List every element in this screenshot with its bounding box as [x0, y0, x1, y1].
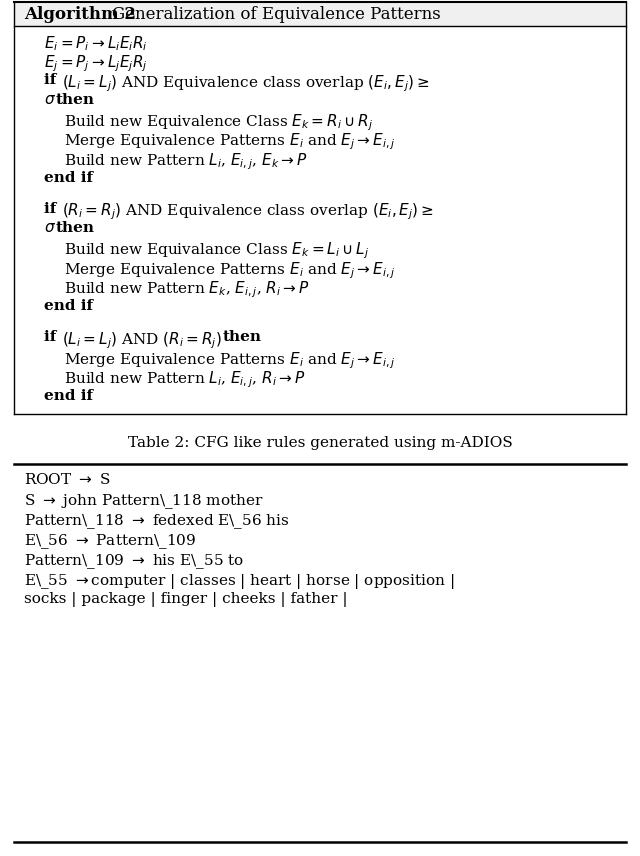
Text: end if: end if: [44, 389, 93, 403]
Text: if: if: [44, 73, 61, 87]
Text: $\sigma$: $\sigma$: [44, 92, 56, 106]
Text: Pattern\_109 $\rightarrow$ his E\_55 to: Pattern\_109 $\rightarrow$ his E\_55 to: [24, 552, 244, 571]
Text: E\_55 $\rightarrow$computer | classes | heart | horse | opposition |: E\_55 $\rightarrow$computer | classes | …: [24, 573, 454, 591]
Text: S $\rightarrow$ john Pattern\_118 mother: S $\rightarrow$ john Pattern\_118 mother: [24, 492, 264, 511]
Text: if: if: [44, 202, 61, 216]
Text: $(L_i = L_j)$ AND $(R_i = R_j)$: $(L_i = L_j)$ AND $(R_i = R_j)$: [61, 330, 223, 351]
Text: Algorithm 2: Algorithm 2: [24, 5, 136, 22]
Text: then: then: [56, 92, 95, 106]
Text: Merge Equivalence Patterns $E_i$ and $E_j \rightarrow E_{i,j}$: Merge Equivalence Patterns $E_i$ and $E_…: [64, 132, 396, 152]
Text: Merge Equivalence Patterns $E_i$ and $E_j \rightarrow E_{i,j}$: Merge Equivalence Patterns $E_i$ and $E_…: [64, 260, 396, 281]
Text: then: then: [223, 330, 262, 344]
Text: $E_i = P_i \rightarrow L_i E_i R_i$: $E_i = P_i \rightarrow L_i E_i R_i$: [44, 34, 148, 53]
Text: Build new Pattern $L_i$, $E_{i,j}$, $R_i \rightarrow P$: Build new Pattern $L_i$, $E_{i,j}$, $R_i…: [64, 370, 305, 390]
Text: Table 2: CFG like rules generated using m-ADIOS: Table 2: CFG like rules generated using …: [127, 437, 513, 450]
Text: Build new Equivalence Class $E_k = R_i \cup R_j$: Build new Equivalence Class $E_k = R_i \…: [64, 112, 373, 133]
Text: if: if: [44, 330, 61, 344]
Text: E\_56 $\rightarrow$ Pattern\_109: E\_56 $\rightarrow$ Pattern\_109: [24, 532, 196, 551]
Text: Build new Equivalance Class $E_k = L_i \cup L_j$: Build new Equivalance Class $E_k = L_i \…: [64, 241, 369, 261]
Text: end if: end if: [44, 300, 93, 313]
Text: ROOT $\rightarrow$ S: ROOT $\rightarrow$ S: [24, 473, 110, 487]
Text: Build new Pattern $E_k$, $E_{i,j}$, $R_i \rightarrow P$: Build new Pattern $E_k$, $E_{i,j}$, $R_i…: [64, 280, 310, 300]
Text: $\sigma$: $\sigma$: [44, 221, 56, 235]
Text: end if: end if: [44, 170, 93, 185]
Text: $(L_i = L_j)$ AND Equivalence class overlap $(E_i, E_j) \geq$: $(L_i = L_j)$ AND Equivalence class over…: [61, 73, 429, 93]
Text: Build new Pattern $L_i$, $E_{i,j}$, $E_k \rightarrow P$: Build new Pattern $L_i$, $E_{i,j}$, $E_k…: [64, 151, 308, 171]
Text: socks | package | finger | cheeks | father |: socks | package | finger | cheeks | fath…: [24, 592, 348, 608]
Text: $(R_i = R_j)$ AND Equivalence class overlap $(E_i, E_j) \geq$: $(R_i = R_j)$ AND Equivalence class over…: [61, 202, 434, 223]
Text: $E_j = P_j \rightarrow L_j E_j R_j$: $E_j = P_j \rightarrow L_j E_j R_j$: [44, 54, 148, 74]
Text: Pattern\_118 $\rightarrow$ fedexed E\_56 his: Pattern\_118 $\rightarrow$ fedexed E\_56…: [24, 513, 289, 532]
Bar: [14, 2, 626, 26]
Text: Generalization of Equivalence Patterns: Generalization of Equivalence Patterns: [112, 5, 441, 22]
Text: then: then: [56, 221, 95, 235]
Text: Merge Equivalence Patterns $E_i$ and $E_j \rightarrow E_{i,j}$: Merge Equivalence Patterns $E_i$ and $E_…: [64, 350, 396, 371]
